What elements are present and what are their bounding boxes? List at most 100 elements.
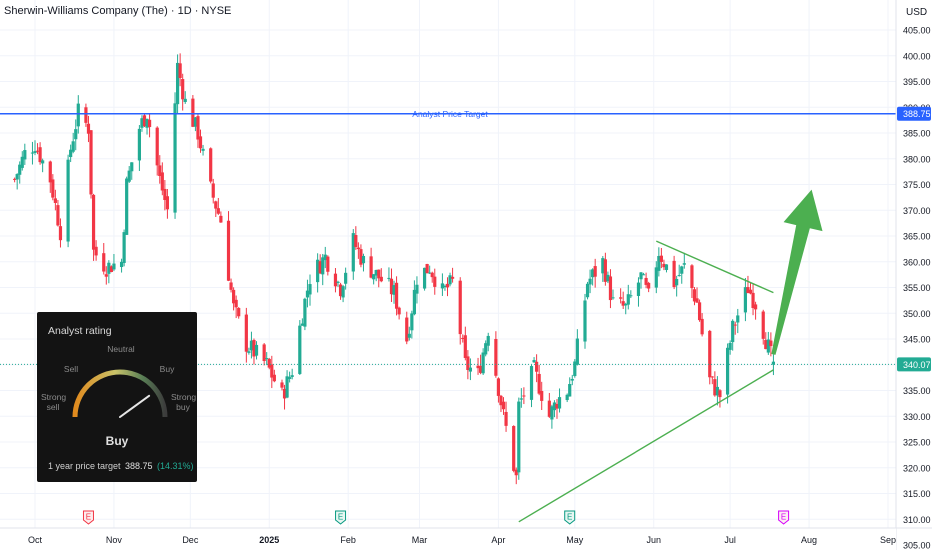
candle-body: [641, 274, 646, 276]
candle-body: [766, 339, 770, 353]
candle-body: [326, 256, 330, 272]
candle-body: [458, 280, 462, 335]
candle-body: [764, 340, 768, 350]
candle-body: [18, 164, 22, 175]
trendline-lower: [518, 369, 774, 523]
rating-gauge: [72, 369, 168, 418]
last-price-tag: [897, 357, 931, 372]
candle-body: [33, 151, 37, 153]
candle-body: [626, 294, 630, 305]
price-target-value: 388.75: [125, 461, 153, 471]
candle-body: [303, 298, 307, 327]
analyst-rating-widget[interactable]: Analyst rating Neutral Sell Buy Strong s…: [37, 312, 197, 482]
candle-body: [147, 119, 152, 128]
candle-body: [731, 320, 735, 343]
price-tick-label: 315.00: [903, 489, 931, 499]
candle-body: [540, 390, 544, 401]
candle-body: [636, 282, 641, 296]
event-marker-earnings-upcoming: [778, 510, 790, 525]
candle-body: [51, 179, 55, 198]
candle-body: [753, 304, 758, 310]
candle-body: [232, 289, 236, 304]
price-tick-label: 365.00: [903, 232, 931, 242]
candle-body: [127, 170, 131, 182]
candle-body: [468, 367, 473, 372]
candle-body: [321, 257, 325, 275]
candle-body: [344, 272, 348, 284]
time-tick-label: Dec: [182, 535, 199, 545]
candle-body: [407, 333, 411, 338]
candle-body: [412, 289, 416, 315]
candle-body: [570, 378, 574, 381]
candle-body: [700, 318, 704, 335]
candle-body: [102, 253, 106, 272]
time-tick-label: Feb: [340, 535, 356, 545]
candle-body: [769, 340, 773, 347]
candle-body: [23, 150, 27, 160]
candle-body: [254, 344, 259, 356]
candle-body: [175, 62, 180, 105]
candle-body: [433, 276, 437, 287]
candle-body: [529, 366, 534, 400]
price-target-label: 1 year price target: [48, 461, 121, 471]
time-axis[interactable]: Oct Nov Dec 2025 Feb Mar Apr May Jun Jul Aug Sep: [0, 527, 932, 550]
candle-body: [682, 263, 686, 265]
candle-body: [165, 196, 170, 210]
price-tick-label: 380.00: [903, 154, 931, 164]
candle-body: [183, 98, 187, 102]
candle-body: [229, 282, 233, 290]
candle-body: [583, 300, 587, 342]
candle-body: [104, 274, 108, 277]
candle-body: [568, 384, 572, 397]
candle-body: [38, 147, 42, 163]
candle-body: [478, 365, 483, 373]
candle-body: [410, 313, 414, 331]
candle-body: [550, 406, 554, 420]
candle-body: [155, 127, 159, 166]
candle-body: [201, 148, 205, 151]
candles: [13, 53, 776, 485]
candle-body: [494, 338, 498, 376]
candle-body: [66, 159, 70, 242]
price-tick-label: 325.00: [903, 438, 931, 448]
candle-body: [109, 266, 113, 273]
currency-label[interactable]: USD: [906, 7, 928, 18]
candle-body: [142, 115, 147, 127]
candle-body: [659, 255, 663, 262]
candle-body: [359, 249, 363, 265]
candle-body: [323, 254, 327, 261]
analyst-target-tag-label: 388.75: [903, 109, 931, 119]
candle-body: [736, 315, 740, 323]
price-tick-label: 335.00: [903, 386, 931, 396]
candle-body: [743, 287, 748, 313]
price-tick-label: 310.00: [903, 515, 931, 525]
candle-body: [361, 255, 366, 264]
candle-body: [285, 376, 289, 398]
candle-body: [450, 276, 455, 279]
candle-body: [158, 165, 162, 177]
price-tick-label: 350.00: [903, 309, 931, 319]
candle-body: [211, 183, 215, 198]
candle-body: [173, 103, 177, 213]
price-tick-label: 395.00: [903, 77, 931, 87]
symbol-title[interactable]: Sherwin-Williams Company (The) · 1D · NY…: [4, 5, 232, 17]
price-axis[interactable]: 405.00400.00395.00390.00385.00380.00375.…: [895, 0, 932, 550]
candle-body: [298, 325, 302, 374]
candle-body: [425, 263, 429, 274]
candle-body: [664, 264, 669, 270]
candle-body: [443, 285, 447, 288]
candle-body: [262, 344, 266, 362]
candle-body: [69, 149, 73, 158]
candle-body: [338, 284, 343, 297]
candle-body: [708, 330, 712, 378]
candle-body: [244, 314, 248, 352]
event-marker-label: E: [567, 513, 572, 522]
price-tick-label: 330.00: [903, 412, 931, 422]
candle-body: [198, 136, 203, 149]
price-tick-label: 355.00: [903, 283, 931, 293]
candle-body: [351, 233, 355, 272]
candle-body: [621, 301, 625, 306]
candle-body: [53, 198, 57, 203]
candle-body: [193, 117, 198, 127]
